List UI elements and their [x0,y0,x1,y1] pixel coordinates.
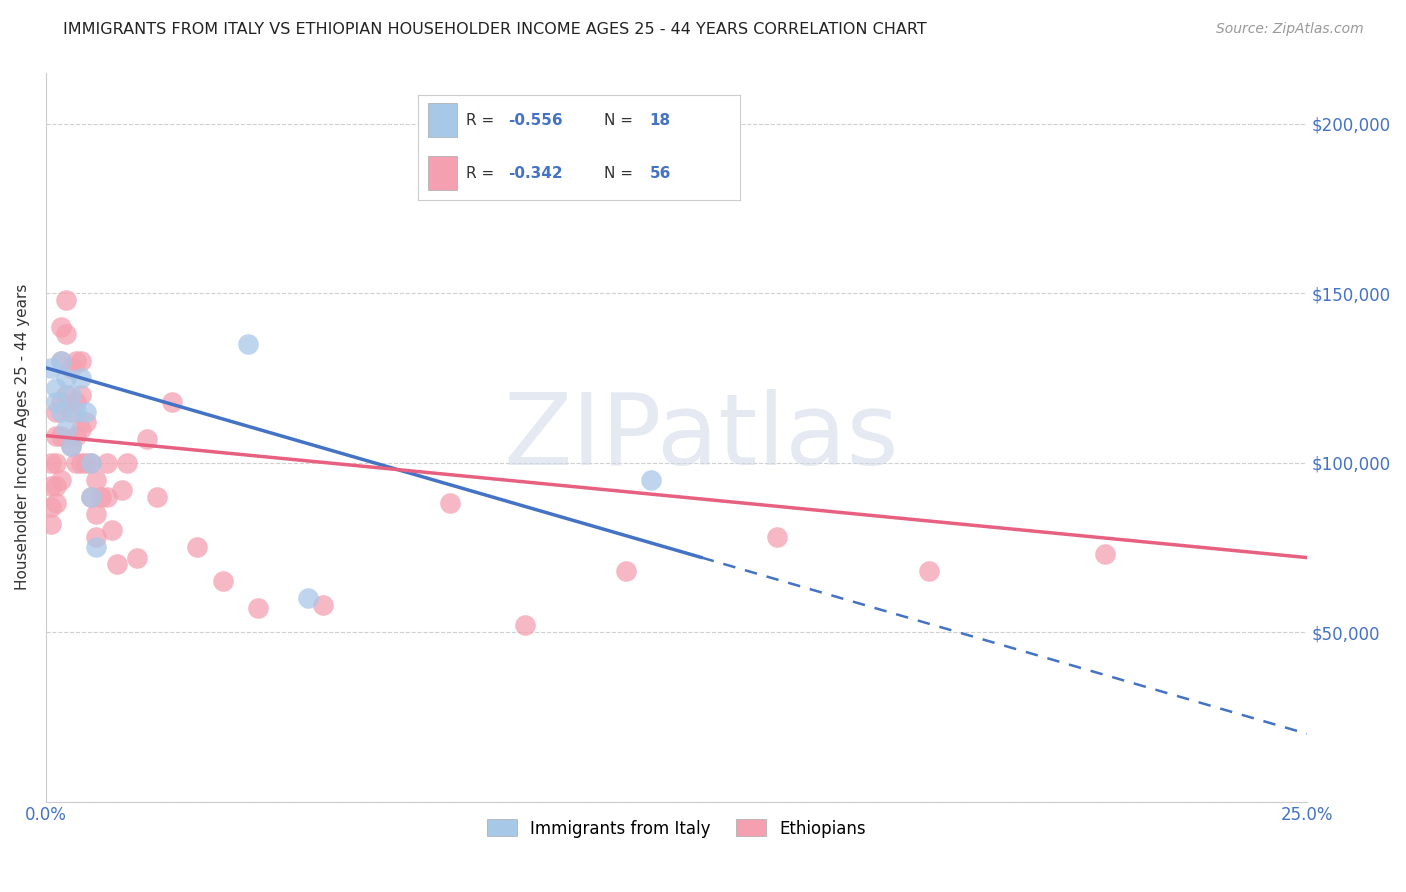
Point [65,405,87,419]
Point [45,496,67,510]
Point [65,394,87,409]
Point [86,507,108,521]
Text: Source: ZipAtlas.com: Source: ZipAtlas.com [1216,22,1364,37]
Point [640,473,662,487]
Point [49,473,72,487]
Point [96,456,118,470]
Point [80,456,103,470]
Point [65,428,87,442]
Point [60,388,83,402]
Legend: Immigrants from Italy, Ethiopians: Immigrants from Italy, Ethiopians [481,813,873,844]
Text: IMMIGRANTS FROM ITALY VS ETHIOPIAN HOUSEHOLDER INCOME AGES 25 - 44 YEARS CORRELA: IMMIGRANTS FROM ITALY VS ETHIOPIAN HOUSE… [63,22,927,37]
Point [65,354,87,368]
Point [75,415,97,429]
Point [80,490,103,504]
Point [55,388,77,402]
Point [55,326,77,341]
Point [1094,547,1116,561]
Point [49,320,72,334]
Point [75,405,97,419]
Point [80,490,103,504]
Point [125,550,148,565]
Point [45,428,67,442]
Point [246,601,269,615]
Point [39,479,62,493]
Point [45,479,67,493]
Point [60,405,83,419]
Point [115,456,138,470]
Point [146,490,169,504]
Point [90,490,112,504]
Point [614,564,637,578]
Point [86,530,108,544]
Point [60,360,83,375]
Point [70,354,93,368]
Point [96,490,118,504]
Point [70,456,93,470]
Point [55,422,77,436]
Point [60,439,83,453]
Point [75,456,97,470]
Point [65,456,87,470]
Point [49,428,72,442]
Point [39,516,62,531]
Point [105,558,128,572]
Point [439,496,461,510]
Point [45,405,67,419]
Point [55,371,77,385]
Point [211,574,233,589]
Point [918,564,941,578]
Point [135,432,157,446]
Point [39,360,62,375]
Y-axis label: Householder Income Ages 25 - 44 years: Householder Income Ages 25 - 44 years [15,284,30,591]
Point [111,483,134,497]
Point [49,394,72,409]
Point [45,381,67,395]
Point [49,405,72,419]
Point [312,598,335,612]
Point [45,394,67,409]
Point [86,473,108,487]
Point [70,371,93,385]
Point [49,354,72,368]
Point [45,456,67,470]
Point [39,500,62,514]
Point [186,541,208,555]
Point [160,394,183,409]
Point [236,337,259,351]
Point [49,354,72,368]
Point [60,439,83,453]
Point [297,591,319,606]
Point [766,530,789,544]
Point [70,422,93,436]
Point [100,524,122,538]
Point [86,541,108,555]
Point [55,293,77,307]
Point [70,388,93,402]
Point [80,456,103,470]
Text: ZIPatlas: ZIPatlas [503,389,900,486]
Point [39,456,62,470]
Point [515,618,537,632]
